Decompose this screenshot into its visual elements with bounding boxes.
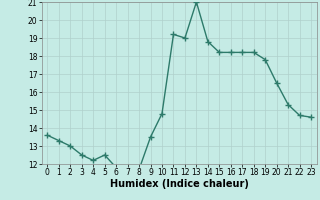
X-axis label: Humidex (Indice chaleur): Humidex (Indice chaleur) xyxy=(110,179,249,189)
